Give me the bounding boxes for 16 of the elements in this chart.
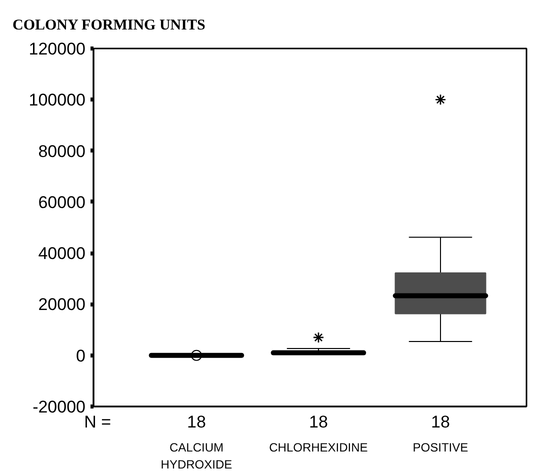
text: N = bbox=[84, 412, 112, 432]
text: 18 bbox=[187, 412, 206, 432]
y-tick-label: 100000 bbox=[28, 90, 86, 110]
y-tick-label: 0 bbox=[76, 346, 86, 366]
y-tick-label: 20000 bbox=[38, 295, 86, 314]
y-tick-label: 120000 bbox=[28, 40, 86, 58]
text: 18 bbox=[431, 412, 450, 432]
x-tick-label: CHLORHEXIDINE bbox=[269, 440, 368, 454]
chart-title: COLONY FORMING UNITS bbox=[12, 18, 206, 34]
text: 18 bbox=[309, 412, 328, 432]
x-tick-label: POSITIVE bbox=[412, 440, 468, 454]
y-tick-label: -20000 bbox=[32, 398, 86, 416]
y-tick-label: 40000 bbox=[38, 244, 86, 264]
y-tick-label: 60000 bbox=[38, 192, 86, 212]
y-tick-label: 80000 bbox=[38, 142, 86, 161]
x-tick-label: CALCIUM HYDROXIDE bbox=[160, 440, 232, 472]
